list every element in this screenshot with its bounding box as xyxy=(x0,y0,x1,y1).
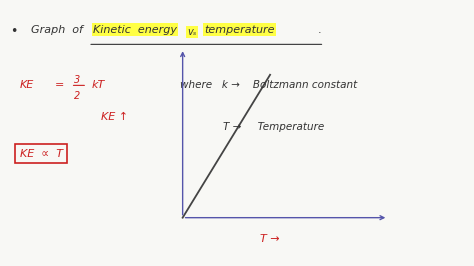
Text: T →     Temperature: T → Temperature xyxy=(223,122,324,132)
Text: temperature: temperature xyxy=(204,24,274,35)
Text: kT: kT xyxy=(91,80,105,90)
Text: .: . xyxy=(318,24,321,35)
Text: vₛ: vₛ xyxy=(187,27,197,37)
Text: T →: T → xyxy=(260,234,280,244)
Text: KE  ∝  T: KE ∝ T xyxy=(19,149,63,159)
Text: 3: 3 xyxy=(74,75,80,85)
Text: Graph  of: Graph of xyxy=(31,24,83,35)
Text: •: • xyxy=(10,24,18,38)
Text: KE: KE xyxy=(19,80,34,90)
Text: =: = xyxy=(55,80,64,90)
Text: where   k →    Boltzmann constant: where k → Boltzmann constant xyxy=(180,80,357,90)
Text: KE ↑: KE ↑ xyxy=(101,112,128,122)
Text: 2: 2 xyxy=(74,91,80,101)
Text: Kinetic  energy: Kinetic energy xyxy=(93,24,177,35)
